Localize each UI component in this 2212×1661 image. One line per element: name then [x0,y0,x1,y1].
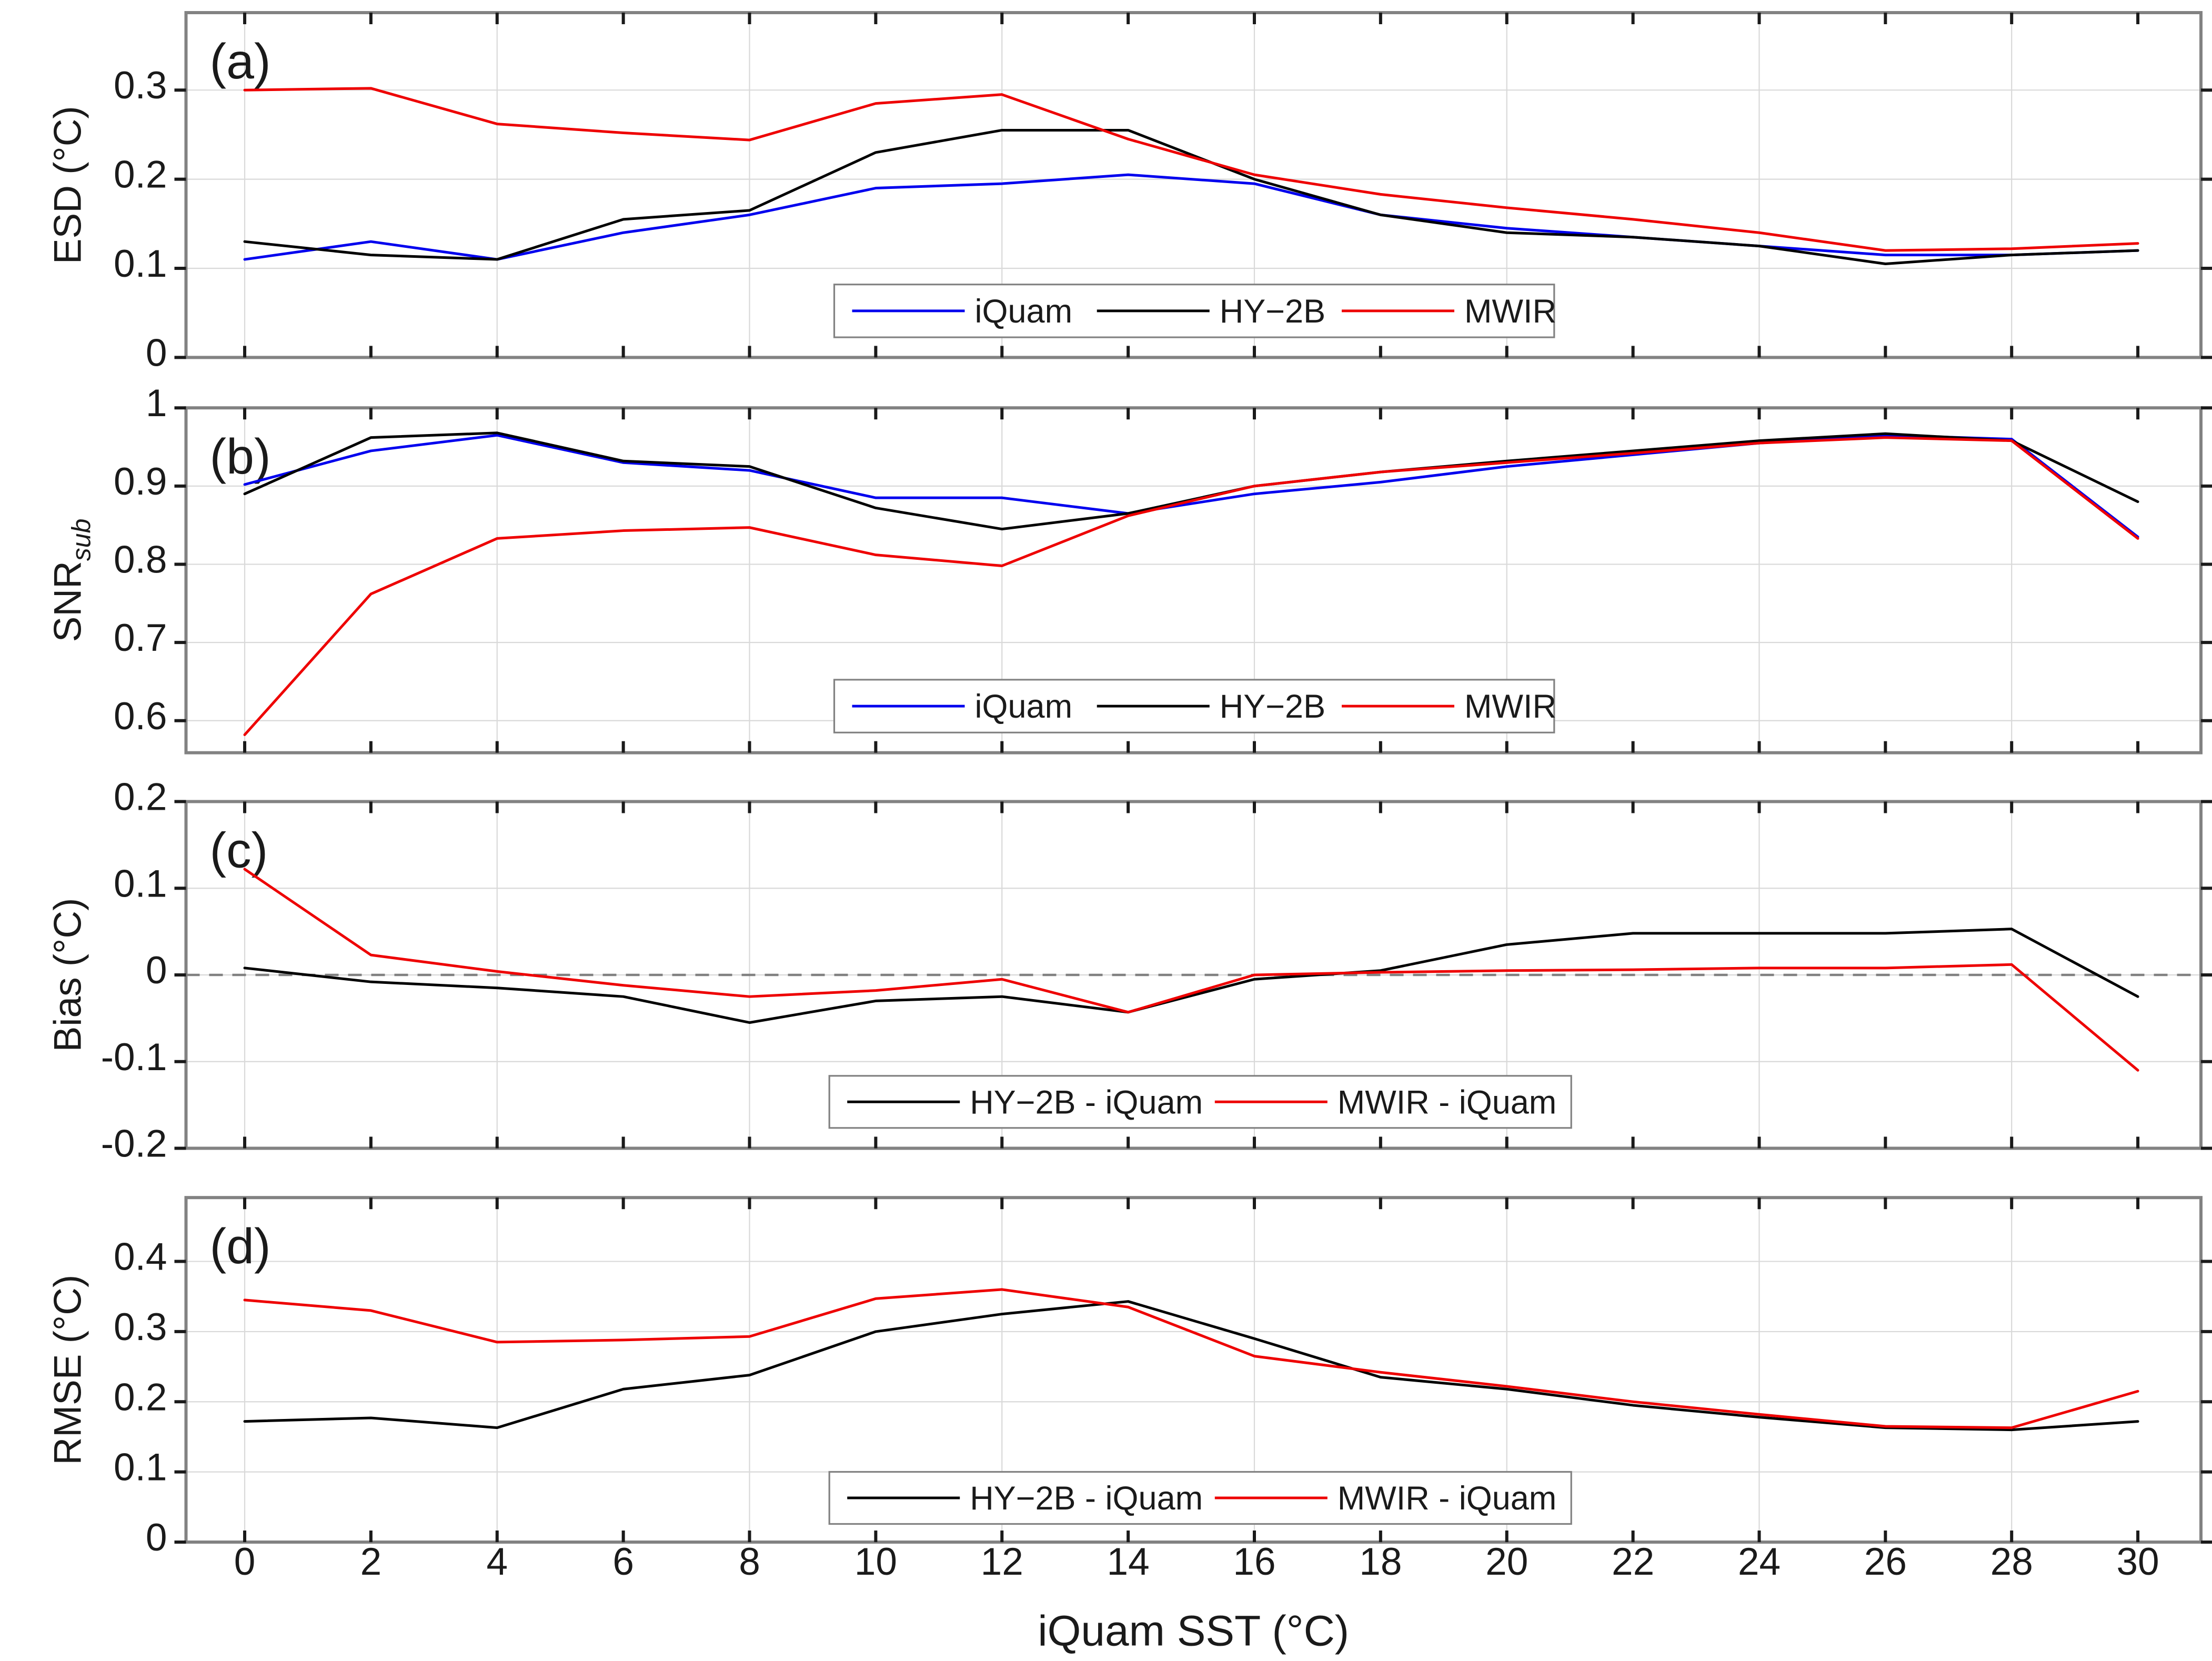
svg-text:18: 18 [1359,1541,1402,1583]
svg-text:ESD (°C): ESD (°C) [47,106,89,264]
svg-text:14: 14 [1107,1541,1150,1583]
svg-text:RMSE (°C): RMSE (°C) [47,1275,89,1465]
svg-text:-0.1: -0.1 [101,1036,167,1079]
svg-text:HY−2B - iQuam: HY−2B - iQuam [970,1480,1203,1517]
svg-text:iQuam: iQuam [975,293,1073,330]
svg-text:0.2: 0.2 [114,776,167,819]
svg-text:Bias (°C): Bias (°C) [47,898,89,1052]
svg-text:6: 6 [612,1541,634,1583]
svg-text:HY−2B: HY−2B [1220,293,1325,330]
svg-text:30: 30 [2116,1541,2159,1583]
svg-text:MWIR: MWIR [1464,688,1556,725]
svg-text:1: 1 [146,382,167,425]
svg-text:20: 20 [1485,1541,1528,1583]
svg-text:-0.2: -0.2 [101,1123,167,1165]
svg-text:0.3: 0.3 [114,1306,167,1348]
svg-text:0.1: 0.1 [114,1446,167,1489]
svg-text:16: 16 [1233,1541,1275,1583]
svg-text:0.6: 0.6 [114,695,167,738]
svg-text:0: 0 [146,1516,167,1559]
svg-text:iQuam: iQuam [975,688,1073,725]
svg-text:10: 10 [854,1541,897,1583]
svg-text:HY−2B: HY−2B [1220,688,1325,725]
svg-text:0: 0 [146,331,167,374]
svg-text:MWIR - iQuam: MWIR - iQuam [1338,1084,1556,1121]
svg-text:0.2: 0.2 [114,154,167,196]
svg-text:(a): (a) [210,34,271,89]
svg-text:0.2: 0.2 [114,1376,167,1418]
svg-text:0.9: 0.9 [114,460,167,503]
svg-text:8: 8 [739,1541,760,1583]
svg-text:0: 0 [146,949,167,992]
svg-text:0.8: 0.8 [114,538,167,581]
svg-text:28: 28 [1990,1541,2033,1583]
svg-text:2: 2 [360,1541,382,1583]
svg-text:HY−2B - iQuam: HY−2B - iQuam [970,1084,1203,1121]
svg-text:MWIR: MWIR [1464,293,1556,330]
svg-text:22: 22 [1612,1541,1654,1583]
svg-text:(b): (b) [210,429,271,485]
svg-text:(c): (c) [210,823,268,879]
svg-text:24: 24 [1738,1541,1781,1583]
svg-text:0: 0 [234,1541,256,1583]
svg-text:4: 4 [486,1541,508,1583]
svg-text:0.1: 0.1 [114,243,167,285]
svg-text:0.4: 0.4 [114,1236,167,1279]
svg-text:MWIR - iQuam: MWIR - iQuam [1338,1480,1556,1517]
svg-text:0.3: 0.3 [114,64,167,107]
svg-text:26: 26 [1864,1541,1907,1583]
svg-text:0.7: 0.7 [114,617,167,659]
svg-text:0.1: 0.1 [114,862,167,905]
svg-text:(d): (d) [210,1219,271,1274]
svg-text:iQuam SST (°C): iQuam SST (°C) [1038,1607,1349,1655]
svg-text:12: 12 [981,1541,1023,1583]
